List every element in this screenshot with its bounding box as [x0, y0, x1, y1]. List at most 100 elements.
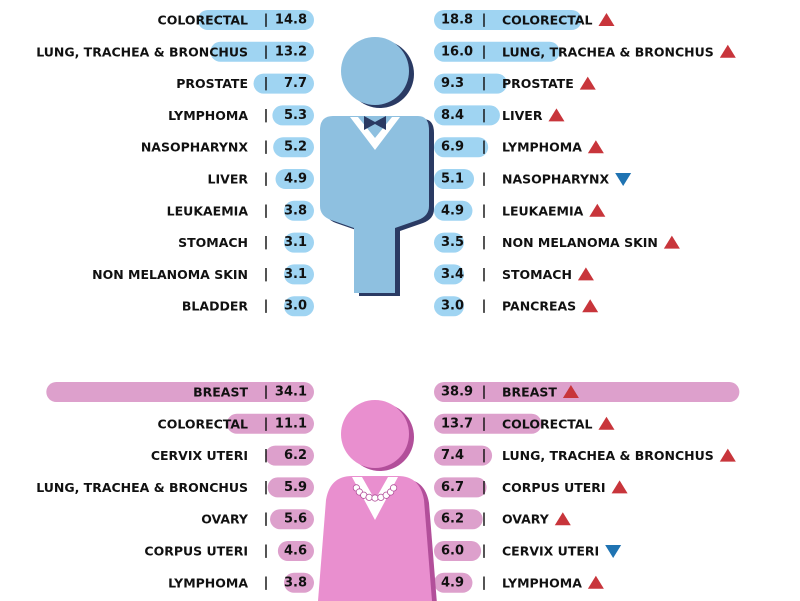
- separator-male-right-5: |: [482, 172, 487, 187]
- bars-layer: [46, 10, 740, 593]
- bar-male-left-4: [273, 137, 314, 158]
- bar-female-right-0: [434, 382, 740, 402]
- necklace-bead: [371, 494, 379, 502]
- category-label-male-right-1: LUNG, TRACHEA & BRONCHUS: [502, 44, 714, 59]
- triangle-up-icon-male-right-3: [548, 108, 565, 122]
- triangle-up-icon-male-right-4: [587, 140, 604, 154]
- triangle-up-icon-male-right-6: [589, 203, 606, 217]
- bar-female-right-1: [434, 413, 542, 434]
- separator-male-left-2: |: [264, 76, 269, 91]
- separator-male-left-9: |: [264, 299, 269, 314]
- male-head: [341, 37, 409, 105]
- separator-female-right-2: |: [482, 448, 487, 463]
- value-label-male-left-5: 4.9: [284, 172, 307, 187]
- value-label-female-left-2: 6.2: [284, 448, 307, 463]
- category-label-female-right-2: LUNG, TRACHEA & BRONCHUS: [502, 448, 714, 463]
- value-label-male-right-6: 4.9: [441, 203, 464, 218]
- triangle-up-icon-male-right-0: [598, 13, 615, 26]
- category-label-female-left-5: CORPUS UTERI: [144, 544, 248, 559]
- bar-male-right-0: [434, 10, 582, 30]
- separator-female-right-0: |: [482, 385, 487, 400]
- bar-male-left-8: [284, 264, 314, 285]
- value-label-female-left-1: 11.1: [275, 416, 307, 431]
- separator-male-right-6: |: [482, 203, 487, 218]
- triangle-up-icon-male-right-8: [577, 267, 594, 281]
- bar-male-right-5: [434, 169, 475, 189]
- value-label-male-left-1: 13.2: [275, 44, 307, 59]
- bar-female-left-2: [265, 445, 314, 466]
- separator-female-right-3: |: [482, 480, 487, 495]
- separator-male-right-1: |: [482, 44, 487, 59]
- triangle-up-icon-male-right-1: [719, 44, 736, 58]
- value-label-female-right-2: 7.4: [441, 448, 464, 463]
- bar-male-left-3: [272, 105, 314, 126]
- value-label-male-right-9: 3.0: [441, 299, 464, 314]
- bar-male-left-2: [253, 73, 314, 94]
- separator-female-left-2: |: [264, 448, 269, 463]
- separator-male-left-1: |: [264, 44, 269, 59]
- category-label-male-right-8: STOMACH: [502, 267, 572, 282]
- category-label-male-right-2: PROSTATE: [502, 76, 574, 91]
- category-label-male-left-7: STOMACH: [178, 235, 248, 250]
- triangle-up-icon-female-right-2: [719, 448, 736, 462]
- separator-male-left-6: |: [264, 203, 269, 218]
- figures-layer: [318, 37, 437, 601]
- value-label-male-right-2: 9.3: [441, 76, 464, 91]
- bar-male-left-5: [275, 169, 314, 189]
- value-label-male-right-0: 18.8: [441, 13, 473, 28]
- separator-female-left-5: |: [264, 544, 269, 559]
- separator-male-right-3: |: [482, 108, 487, 123]
- separator-female-left-1: |: [264, 416, 269, 431]
- bar-female-left-1: [226, 413, 314, 434]
- value-label-male-left-0: 14.8: [275, 13, 307, 28]
- value-label-male-right-3: 8.4: [441, 108, 464, 123]
- necklace-icon: [352, 484, 398, 502]
- category-label-female-left-4: OVARY: [201, 512, 249, 527]
- triangle-down-icon-female-right-5: [605, 545, 622, 558]
- category-label-male-left-5: LIVER: [208, 172, 249, 187]
- bar-male-left-6: [284, 200, 314, 221]
- category-label-male-left-6: LEUKAEMIA: [167, 203, 249, 218]
- value-label-male-left-3: 5.3: [284, 108, 307, 123]
- separator-male-left-0: |: [264, 13, 269, 28]
- category-label-female-left-6: LYMPHOMA: [168, 575, 248, 590]
- separator-male-left-5: |: [264, 172, 269, 187]
- bar-male-right-8: [434, 264, 464, 285]
- bar-female-right-3: [434, 477, 487, 498]
- triangle-up-icon-male-right-7: [663, 235, 680, 249]
- separator-female-right-6: |: [482, 575, 487, 590]
- separator-female-right-1: |: [482, 416, 487, 431]
- separator-male-left-4: |: [264, 140, 269, 155]
- value-label-female-right-5: 6.0: [441, 544, 464, 559]
- separator-female-left-0: |: [264, 385, 269, 400]
- bar-male-left-9: [284, 296, 314, 317]
- value-label-male-left-6: 3.8: [284, 203, 307, 218]
- separator-male-left-8: |: [264, 267, 269, 282]
- category-label-male-right-0: COLORECTAL: [502, 13, 593, 28]
- labels-layer: 14.8 | COLORECTAL 13.2 | LUNG, TRACHEA & BRON…: [36, 13, 736, 590]
- bar-male-right-4: [434, 137, 489, 158]
- value-label-male-right-7: 3.5: [441, 235, 464, 250]
- value-label-male-left-2: 7.7: [284, 76, 307, 91]
- separator-female-left-6: |: [264, 575, 269, 590]
- category-label-female-right-5: CERVIX UTERI: [502, 544, 599, 559]
- value-label-male-right-8: 3.4: [441, 267, 464, 282]
- triangle-up-icon-female-right-0: [562, 385, 579, 398]
- bar-female-left-4: [270, 509, 314, 530]
- category-label-male-left-2: PROSTATE: [176, 76, 248, 91]
- category-label-male-left-3: LYMPHOMA: [168, 108, 248, 123]
- triangle-up-icon-female-right-3: [611, 480, 628, 494]
- bar-female-left-0: [46, 382, 314, 402]
- triangle-down-icon-male-right-5: [615, 173, 632, 186]
- bar-male-right-3: [434, 105, 500, 126]
- value-label-female-left-0: 34.1: [275, 385, 307, 400]
- value-label-male-left-8: 3.1: [284, 267, 307, 282]
- category-label-male-left-8: NON MELANOMA SKIN: [92, 267, 248, 282]
- bar-female-right-2: [434, 445, 493, 466]
- category-label-male-right-4: LYMPHOMA: [502, 140, 582, 155]
- value-label-male-left-4: 5.2: [284, 140, 307, 155]
- category-label-male-left-9: BLADDER: [182, 299, 248, 314]
- separator-female-left-4: |: [264, 512, 269, 527]
- male-figure-icon: [320, 37, 434, 296]
- triangle-up-icon-female-right-6: [587, 575, 604, 589]
